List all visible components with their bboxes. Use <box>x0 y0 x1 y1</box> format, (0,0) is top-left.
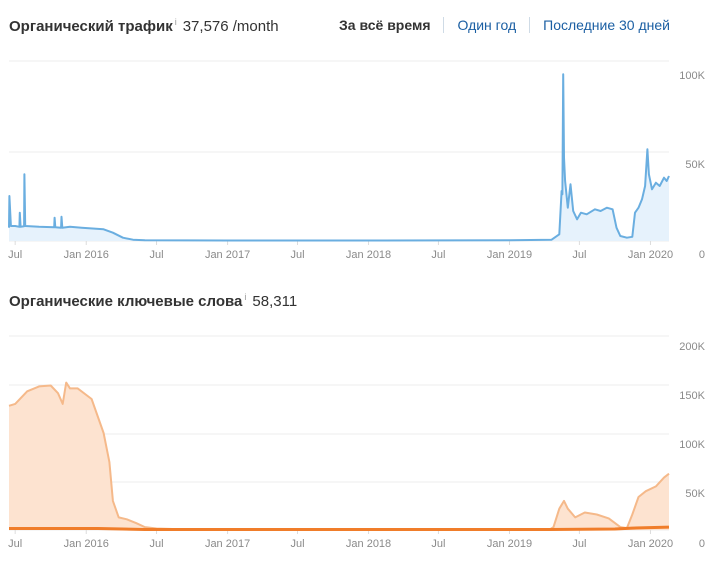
keywords-info-icon[interactable]: i <box>244 292 247 302</box>
traffic-x-tick-label: Jan 2019 <box>487 249 532 261</box>
tab-last-30-days[interactable]: Последние 30 дней <box>529 17 683 33</box>
keywords-x-tick-label: Jan 2017 <box>205 538 250 550</box>
traffic-y-tick-label: 50K <box>685 159 705 171</box>
period-tabs: За всё время Один год Последние 30 дней <box>339 17 683 33</box>
traffic-x-tick-label: Jan 2017 <box>205 249 250 261</box>
traffic-x-tick-label: Jan 2016 <box>64 249 109 261</box>
tab-all-time[interactable]: За всё время <box>339 17 431 33</box>
traffic-series-area <box>9 74 669 241</box>
traffic-y-tick-label: 100K <box>679 70 705 82</box>
traffic-y-tick-label: 0 <box>699 249 705 261</box>
keywords-y-tick-label: 150K <box>679 390 705 402</box>
keywords-value: 58,311 <box>252 293 298 310</box>
keywords-x-tick-label: Jul <box>431 538 445 550</box>
keywords-x-tick-label: Jan 2019 <box>487 538 532 550</box>
traffic-x-tick-label: Jan 2018 <box>346 249 391 261</box>
keywords-series-area <box>9 382 669 530</box>
traffic-x-tick-label: Jan 2020 <box>628 249 673 261</box>
keywords-x-tick-label: Jul <box>149 538 163 550</box>
traffic-x-tick-label: Jul <box>149 249 163 261</box>
keywords-title-row: Органические ключевые слова i 58,311 <box>9 292 297 310</box>
traffic-title: Органический трафик <box>9 18 173 35</box>
keywords-series-line <box>9 525 670 531</box>
keywords-y-tick-label: 0 <box>699 538 705 550</box>
keywords-y-tick-label: 100K <box>679 439 705 451</box>
traffic-value: 37,576 /month <box>182 18 279 35</box>
traffic-x-tick-label: Jul <box>431 249 445 261</box>
keywords-y-tick-label: 50K <box>685 488 705 500</box>
traffic-title-row: Органический трафик i 37,576 /month <box>9 17 279 35</box>
keywords-x-tick-label: Jan 2020 <box>628 538 673 550</box>
traffic-chart: 100K 50K 0 Jul Jan 2016 Jul Jan 2017 Jul Jan 201… <box>8 60 706 261</box>
keywords-x-tick-label: Jul <box>8 538 22 550</box>
tab-one-year[interactable]: Один год <box>443 17 529 33</box>
keywords-x-tick-label: Jan 2018 <box>346 538 391 550</box>
keywords-x-tick-label: Jul <box>572 538 586 550</box>
traffic-series-line <box>8 73 670 242</box>
keywords-y-tick-label: 200K <box>679 341 705 353</box>
keywords-x-tick-label: Jan 2016 <box>64 538 109 550</box>
traffic-x-tick-label: Jul <box>572 249 586 261</box>
keywords-x-tick-label: Jul <box>290 538 304 550</box>
traffic-info-icon[interactable]: i <box>174 17 177 27</box>
traffic-x-tick-label: Jul <box>8 249 22 261</box>
keywords-title: Органические ключевые слова <box>9 293 243 310</box>
traffic-x-tick-label: Jul <box>290 249 304 261</box>
